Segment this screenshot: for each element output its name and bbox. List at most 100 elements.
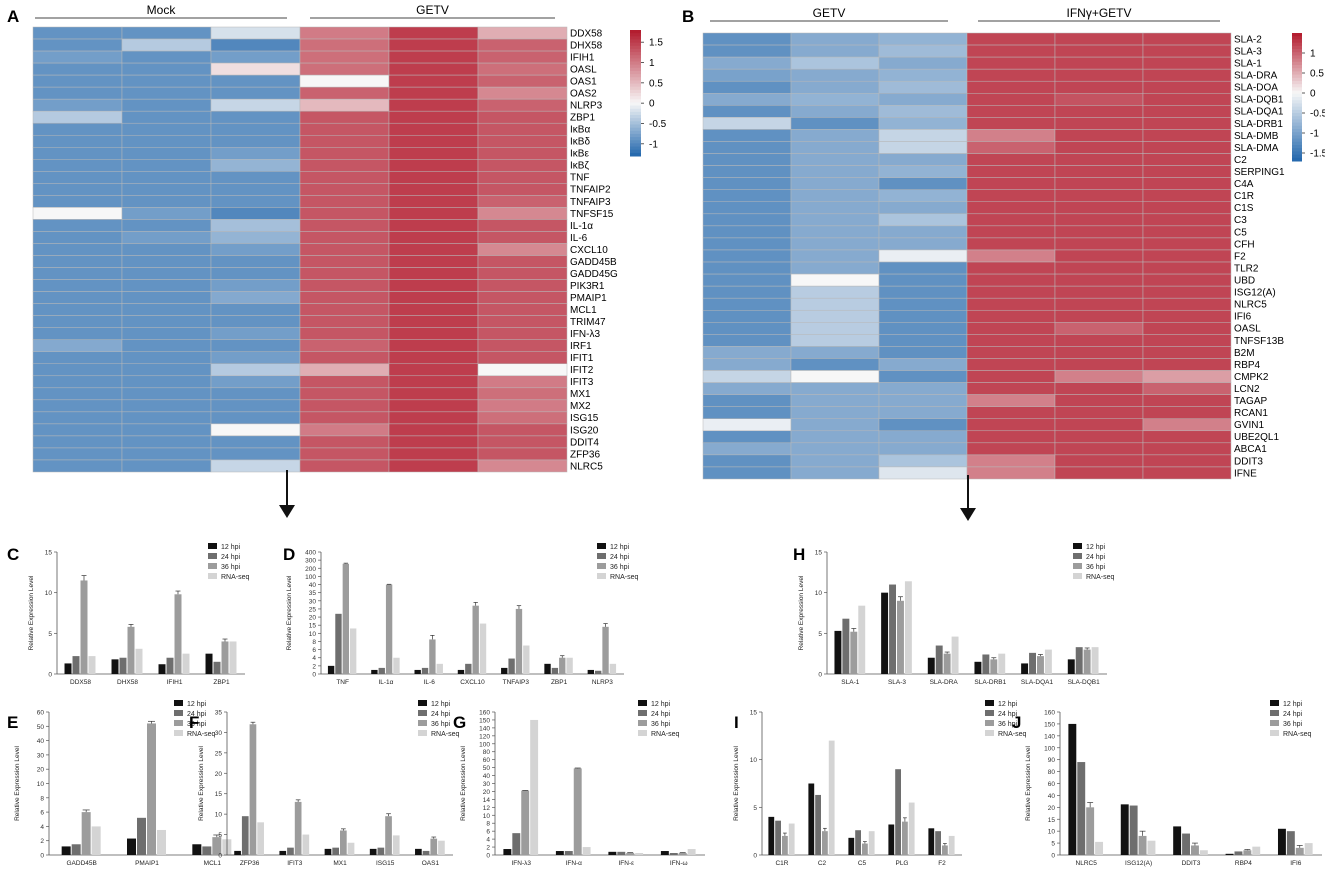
row-label: GADD45G: [570, 269, 618, 280]
heatmap-cell: [790, 273, 880, 287]
x-tick-label: PMAIP1: [135, 860, 159, 867]
heatmap-cell: [790, 93, 880, 106]
heatmap-cell: [477, 423, 568, 437]
heatmap-cell: [477, 219, 568, 232]
heatmap-cell: [878, 273, 968, 287]
heatmap-cell: [966, 225, 1056, 239]
colorbar-segment: [1292, 148, 1302, 152]
heatmap-cell: [790, 358, 880, 371]
panel-label: F: [189, 713, 199, 732]
heatmap-cell: [1142, 105, 1232, 118]
heatmap-cell: [210, 50, 301, 64]
bar: [822, 831, 828, 855]
colorbar-tick-label: 1: [649, 58, 655, 69]
heatmap-cell: [1054, 129, 1144, 142]
heatmap-cell: [1142, 201, 1232, 215]
heatmap-cell: [477, 279, 568, 292]
heatmap-cell: [966, 44, 1056, 58]
legend-label: 36 hpi: [1086, 564, 1106, 571]
bar: [241, 816, 249, 855]
heatmap-cell: [210, 110, 301, 124]
heatmap-cell: [32, 279, 123, 292]
bar: [1191, 845, 1199, 855]
heatmap-cell: [477, 327, 568, 340]
row-label: IFIH1: [570, 52, 595, 63]
heatmap-cell: [388, 50, 479, 64]
colorbar-segment: [1292, 45, 1302, 50]
bar: [1138, 835, 1147, 855]
row-label: TNFAIP3: [570, 197, 611, 208]
row-label: SLA-DQB1: [1234, 95, 1284, 106]
bar: [848, 837, 855, 855]
heatmap-cell: [477, 255, 568, 268]
legend-swatch: [208, 573, 217, 579]
heatmap-cell: [299, 459, 390, 473]
y-tick-label: 5: [1051, 841, 1055, 848]
y-tick-label: 10: [309, 631, 317, 638]
y-tick-label: 5: [818, 631, 822, 638]
row-label: NLRP3: [570, 101, 603, 112]
heatmap-cell: [966, 430, 1056, 444]
row-label: C1R: [1234, 191, 1254, 202]
heatmap-cell: [878, 322, 968, 335]
bar: [1199, 850, 1208, 855]
x-tick-label: ZBP1: [551, 679, 568, 686]
colorbar-segment: [630, 108, 641, 113]
legend-swatch: [985, 730, 994, 736]
heatmap-cell: [388, 243, 479, 256]
heatmap-cell: [790, 117, 880, 130]
y-tick-label: 35: [215, 710, 223, 717]
colorbar-segment: [1292, 109, 1302, 114]
legend-label: 12 hpi: [998, 701, 1018, 708]
heatmap-cell: [388, 255, 479, 268]
panel-label: I: [734, 713, 739, 732]
heatmap-cell: [210, 267, 301, 280]
heatmap-cell: [210, 98, 301, 112]
heatmap-cell: [1142, 334, 1232, 347]
row-label: PIK3R1: [570, 281, 605, 292]
heatmap-cell: [121, 291, 212, 304]
heatmap-cell: [299, 231, 390, 244]
heatmap-cell: [388, 98, 479, 112]
heatmap-cell: [1142, 358, 1232, 371]
heatmap-cell: [210, 171, 301, 184]
row-label: IFIT2: [570, 365, 594, 376]
heatmap-cell: [388, 447, 479, 461]
heatmap-cell: [477, 98, 568, 112]
y-tick-label: 4: [312, 655, 316, 662]
bar: [1077, 762, 1086, 855]
bar: [1243, 850, 1252, 855]
legend-swatch: [418, 730, 427, 736]
heatmap-cell: [790, 68, 880, 82]
row-label: IκBε: [570, 149, 589, 160]
panel-label: C: [7, 545, 19, 564]
heatmap-cell: [32, 387, 123, 401]
y-tick-label: 100: [305, 574, 316, 581]
bar: [385, 816, 392, 855]
heatmap-cell: [702, 141, 792, 154]
row-label: SLA-2: [1234, 34, 1262, 45]
heatmap-cell: [1054, 418, 1144, 432]
heatmap-cell: [299, 50, 390, 64]
heatmap-cell: [299, 411, 390, 425]
row-label: RBP4: [1234, 360, 1261, 371]
heatmap-cell: [32, 315, 123, 328]
bar: [1044, 649, 1052, 674]
row-label: TRIM47: [570, 317, 606, 328]
bar: [566, 657, 573, 674]
heatmap-cell: [32, 447, 123, 461]
heatmap-cell: [1142, 273, 1232, 287]
heatmap-cell: [1054, 93, 1144, 106]
heatmap-cell: [388, 195, 479, 208]
y-tick-label: 30: [483, 781, 491, 788]
heatmap-cell: [121, 219, 212, 232]
heatmap-cell: [878, 105, 968, 118]
heatmap-cell: [121, 327, 212, 340]
colorbar-segment: [630, 52, 641, 56]
bar: [1129, 805, 1138, 855]
heatmap-cell: [477, 231, 568, 244]
heatmap-cell: [1142, 153, 1232, 166]
heatmap-cell: [790, 285, 880, 299]
y-tick-label: 6: [40, 810, 44, 817]
x-tick-label: IL-6: [424, 679, 436, 686]
